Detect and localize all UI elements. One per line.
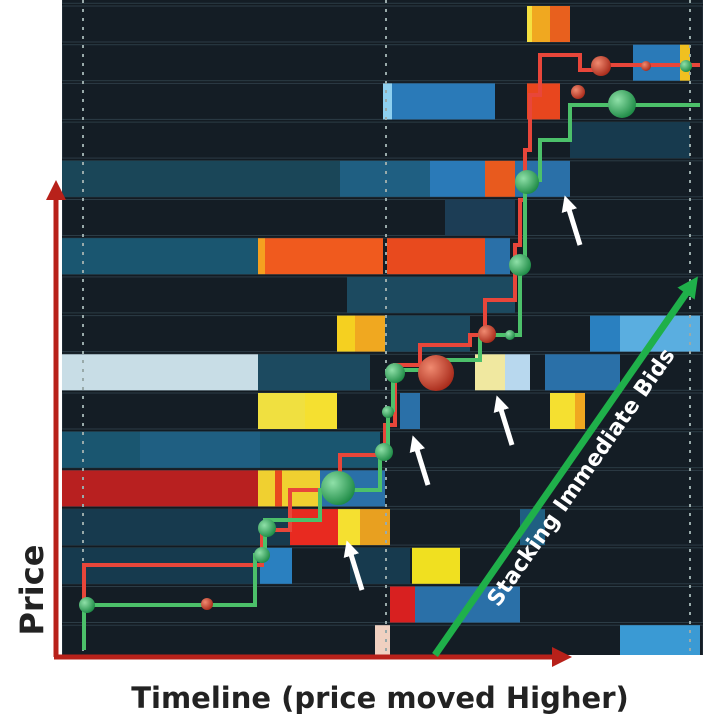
- bid-trade: [608, 90, 636, 118]
- trend-arrow: [432, 276, 698, 657]
- x-axis-label: Timeline (price moved Higher): [131, 681, 629, 715]
- liquidity-block: [305, 393, 337, 429]
- liquidity-block: [62, 160, 340, 197]
- bid-trade: [375, 443, 393, 461]
- liquidity-block: [62, 238, 258, 275]
- liquidity-block: [387, 238, 485, 275]
- arrows: [343, 195, 583, 591]
- liquidity-block: [570, 122, 690, 159]
- liquidity-block: [258, 238, 265, 275]
- bid-trade: [79, 597, 95, 613]
- bid-trade: [321, 471, 355, 505]
- bid-trade: [254, 547, 270, 563]
- liquidity-block: [140, 431, 260, 468]
- liquidity-block: [545, 354, 620, 391]
- bid-trade: [258, 519, 276, 537]
- ask-trade: [478, 325, 496, 343]
- liquidity-block: [550, 393, 575, 429]
- ask-trade: [591, 56, 611, 76]
- bid-trade: [505, 330, 515, 340]
- arrow: [409, 435, 431, 486]
- ask-trade: [418, 355, 454, 391]
- liquidity-block: [412, 547, 460, 584]
- bid-trade: [680, 60, 692, 72]
- liquidity-block: [390, 586, 415, 623]
- liquidity-block: [430, 160, 485, 197]
- liquidity-block: [62, 354, 258, 391]
- liquidity-block: [445, 199, 515, 236]
- liquidity-block: [290, 509, 338, 546]
- liquidity-block: [400, 393, 420, 429]
- arrow: [493, 395, 515, 446]
- ask-trade: [641, 61, 651, 71]
- liquidity-block: [633, 44, 680, 81]
- liquidity-block: [62, 509, 290, 546]
- liquidity-block: [550, 6, 570, 42]
- liquidity-block: [62, 470, 258, 507]
- liquidity-block: [258, 354, 370, 391]
- liquidity-block: [620, 625, 700, 655]
- arrow: [561, 195, 583, 246]
- liquidity-block: [275, 470, 282, 507]
- heatmap: [62, 0, 703, 655]
- row: [62, 82, 703, 120]
- liquidity-block: [485, 238, 510, 275]
- ask-trade: [201, 598, 213, 610]
- bid-trade: [515, 170, 539, 194]
- liquidity-block: [527, 6, 550, 42]
- liquidity-block: [347, 276, 515, 313]
- bid-trade: [509, 254, 531, 276]
- liquidity-block: [575, 393, 585, 429]
- liquidity-block: [383, 83, 495, 120]
- liquidity-block: [527, 6, 532, 42]
- liquidity-block: [383, 83, 392, 120]
- liquidity-block: [485, 160, 515, 197]
- liquidity-block: [355, 315, 385, 352]
- liquidity-block: [590, 315, 620, 352]
- liquidity-block: [338, 509, 360, 546]
- bid-trade: [385, 363, 405, 383]
- liquidity-block: [337, 315, 355, 352]
- arrow: [343, 540, 365, 591]
- liquidity-block: [505, 354, 530, 391]
- row: [62, 199, 703, 236]
- trades: [79, 56, 692, 613]
- row: [62, 0, 703, 4]
- ask-trade: [571, 85, 585, 99]
- liquidity-block: [527, 83, 560, 120]
- liquidity-block: [265, 238, 383, 275]
- bid-trade: [382, 406, 394, 418]
- row: [62, 5, 703, 43]
- liquidity-block: [258, 393, 305, 429]
- y-axis-label: Price: [13, 545, 51, 636]
